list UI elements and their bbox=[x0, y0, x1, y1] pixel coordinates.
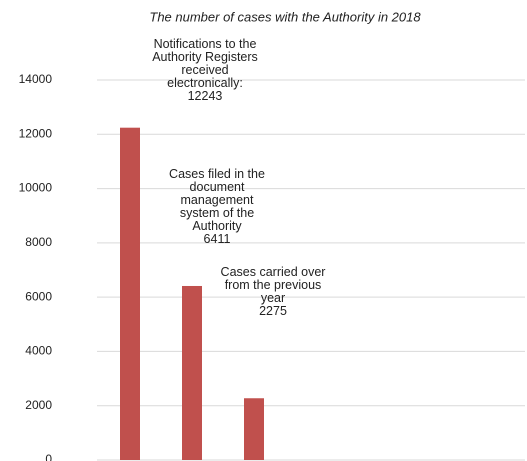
y-tick-label: 4000 bbox=[25, 344, 52, 358]
category-label: Cases filed in the document management s… bbox=[169, 167, 265, 233]
category-label: Notifications to the Authority Registers… bbox=[152, 37, 258, 90]
y-tick-label: 12000 bbox=[19, 126, 53, 140]
category-label: Cases carried over from the previous yea… bbox=[220, 265, 326, 305]
value-label: 6411 bbox=[203, 232, 231, 246]
y-tick-label: 2000 bbox=[25, 398, 52, 412]
y-tick-label: 0 bbox=[45, 452, 52, 461]
y-tick-label: 10000 bbox=[19, 181, 53, 195]
value-label: 2275 bbox=[259, 304, 287, 318]
y-tick-label: 8000 bbox=[25, 235, 52, 249]
y-tick-label: 14000 bbox=[19, 72, 53, 86]
bar bbox=[182, 285, 202, 460]
data-label: Notifications to the Authority Registers… bbox=[150, 38, 260, 103]
bar bbox=[120, 127, 140, 460]
bar bbox=[244, 398, 264, 460]
y-tick-label: 6000 bbox=[25, 289, 52, 303]
value-label: 12243 bbox=[187, 89, 223, 103]
chart-title: The number of cases with the Authority i… bbox=[149, 9, 421, 24]
data-label: Cases filed in the document management s… bbox=[162, 168, 272, 246]
data-label: Cases carried over from the previous yea… bbox=[218, 266, 328, 318]
